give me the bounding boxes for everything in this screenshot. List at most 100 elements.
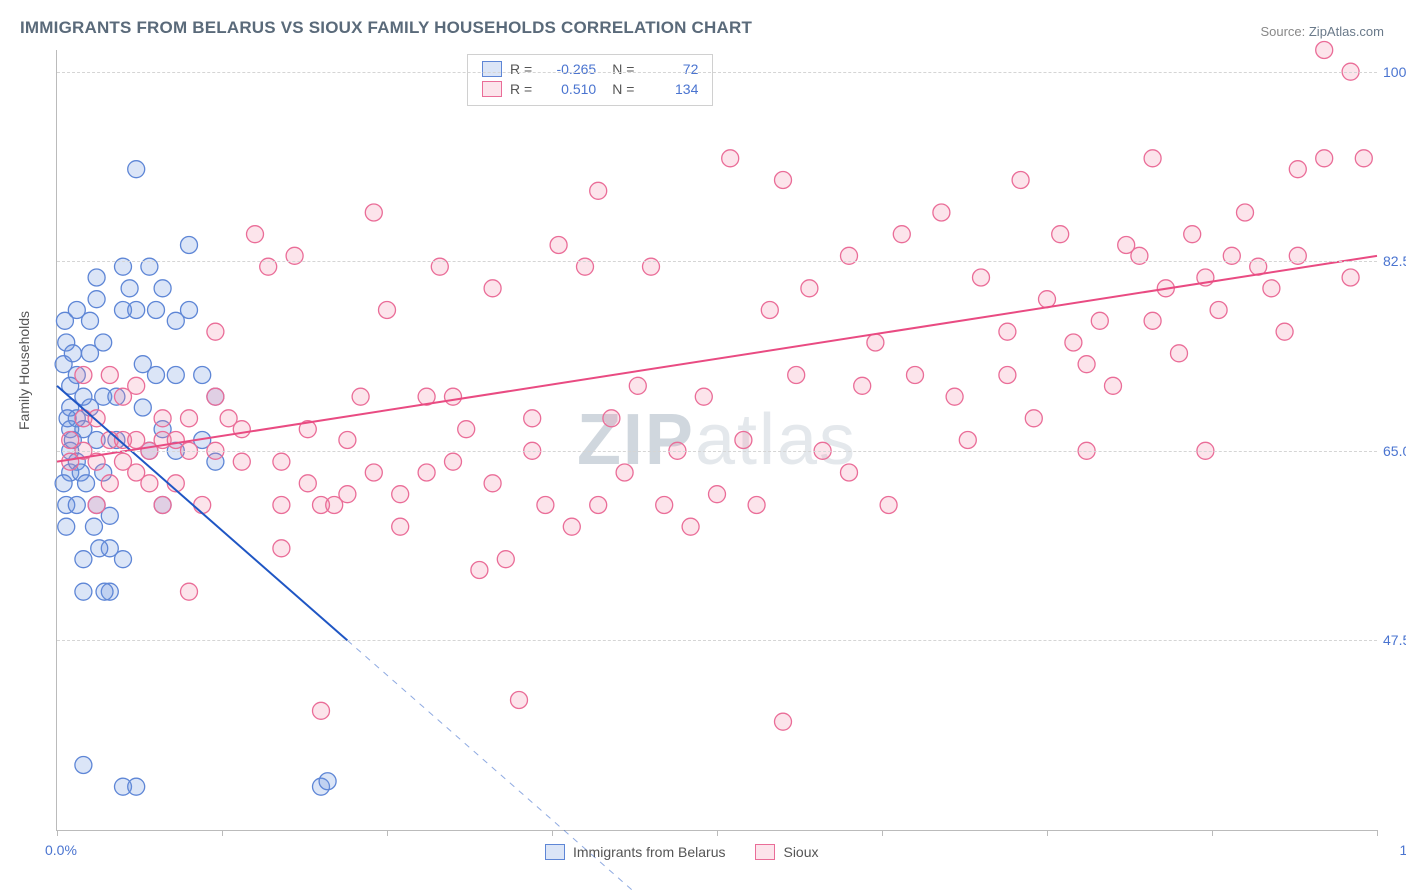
belarus-point [148,367,165,384]
bottom-legend-item-belarus: Immigrants from Belarus [545,844,725,860]
sioux-point [841,464,858,481]
legend-n-label: N = [612,59,634,79]
sioux-point [1039,291,1056,308]
sioux-point [788,367,805,384]
x-tick [387,830,388,836]
y-axis-label: Family Households [16,311,32,430]
belarus-point [319,773,336,790]
bottom-legend-label: Sioux [783,844,818,860]
sioux-point [537,497,554,514]
x-tick [882,830,883,836]
sioux-point [88,410,105,427]
sioux-point [1184,226,1201,243]
sioux-point [233,421,250,438]
belarus-point [68,497,85,514]
sioux-point [893,226,910,243]
sioux-point [101,475,118,492]
belarus-point [58,518,75,535]
legend-r-label: R = [510,59,532,79]
x-tick [222,830,223,836]
belarus-point [167,367,184,384]
sioux-point [1210,302,1227,319]
sioux-point [616,464,633,481]
sioux-point [1316,150,1333,167]
sioux-point [1025,410,1042,427]
y-tick-label: 47.5% [1383,632,1406,648]
sioux-point [247,226,264,243]
belarus-swatch [545,844,565,860]
sioux-point [1091,312,1108,329]
sioux-point [682,518,699,535]
sioux-point [1078,356,1095,373]
sioux-point [550,237,567,254]
sioux-point [1144,150,1161,167]
sioux-point [854,377,871,394]
y-tick-label: 82.5% [1383,253,1406,269]
sioux-point [458,421,475,438]
sioux-point [735,432,752,449]
sioux-point [1342,269,1359,286]
sioux-point [973,269,990,286]
sioux-point [590,182,607,199]
sioux-point [629,377,646,394]
legend-row-sioux: R =0.510N =134 [482,79,698,99]
chart-plot-area: ZIPatlas R =-0.265N =72R =0.510N =134 Im… [56,50,1377,831]
belarus-point [85,518,102,535]
chart-title: IMMIGRANTS FROM BELARUS VS SIOUX FAMILY … [20,18,752,38]
source-value: ZipAtlas.com [1309,24,1384,39]
sioux-point [1237,204,1254,221]
sioux-point [313,702,330,719]
sioux-point [1316,42,1333,59]
belarus-point [134,399,151,416]
sioux-point [339,432,356,449]
sioux-point [1289,161,1306,178]
sioux-point [761,302,778,319]
sioux-point [656,497,673,514]
belarus-point [128,778,145,795]
legend-r-value: -0.265 [540,59,596,79]
sioux-point [484,280,501,297]
sioux-point [709,486,726,503]
sioux-point [128,377,145,394]
belarus-point [194,367,211,384]
sioux-point [75,367,92,384]
bottom-legend-label: Immigrants from Belarus [573,844,725,860]
sioux-point [1105,377,1122,394]
sioux-point [524,410,541,427]
legend-n-value: 134 [642,79,698,99]
sioux-point [392,518,409,535]
sioux-point [959,432,976,449]
sioux-point [1012,172,1029,189]
sioux-point [471,562,488,579]
x-tick [717,830,718,836]
x-tick [57,830,58,836]
chart-svg [57,50,1377,830]
gridline [57,640,1377,641]
x-axis-max-label: 100.0% [1400,842,1406,858]
belarus-point [78,475,95,492]
sioux-point [1355,150,1372,167]
sioux-point [299,475,316,492]
sioux-point [1171,345,1188,362]
sioux-point [1052,226,1069,243]
sioux-point [207,323,224,340]
belarus-point [148,302,165,319]
sioux-point [379,302,396,319]
x-axis-min-label: 0.0% [45,842,77,858]
belarus-point [64,345,81,362]
belarus-point [128,161,145,178]
belarus-point [121,280,138,297]
sioux-point [154,410,171,427]
sioux-swatch [482,81,502,97]
sioux-point [273,453,290,470]
sioux-point [352,388,369,405]
y-tick-label: 100.0% [1383,64,1406,80]
sioux-point [946,388,963,405]
sioux-point [511,692,528,709]
belarus-point [128,302,145,319]
sioux-point [445,453,462,470]
sioux-point [194,497,211,514]
belarus-point [115,551,132,568]
sioux-point [933,204,950,221]
gridline [57,261,1377,262]
